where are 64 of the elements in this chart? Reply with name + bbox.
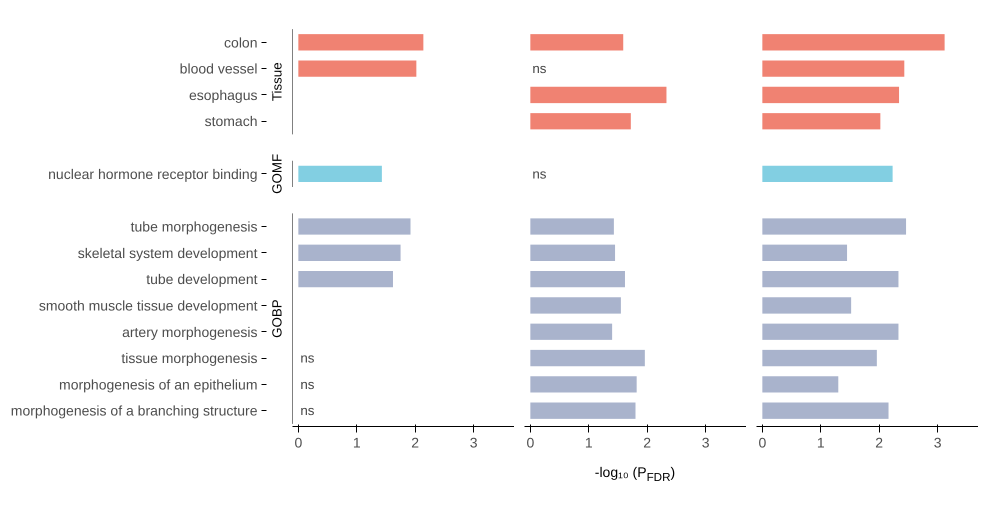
bar — [762, 218, 906, 235]
bar — [762, 166, 893, 182]
y-tick-label: nuclear hormone receptor binding — [48, 166, 258, 182]
bar — [298, 34, 424, 50]
bar — [530, 113, 631, 130]
bar — [530, 218, 614, 235]
x-tick-label: 3 — [702, 434, 710, 450]
bar — [530, 244, 616, 261]
bar — [530, 324, 612, 340]
bar — [762, 86, 900, 104]
bar — [298, 244, 401, 261]
x-tick-label: 2 — [643, 434, 652, 450]
bar — [762, 34, 945, 50]
bar — [298, 218, 411, 235]
bar — [762, 113, 880, 130]
y-tick-label: esophagus — [188, 86, 258, 103]
bar — [298, 270, 393, 288]
y-tick-label: tissue morphogenesis — [121, 350, 258, 366]
text: GOBP — [270, 299, 284, 338]
x-tick-label: 0 — [294, 434, 302, 450]
text: ns — [532, 61, 546, 76]
bar — [762, 350, 877, 366]
y-tick-label: colon — [224, 34, 258, 50]
bar — [530, 86, 666, 104]
bar — [762, 270, 898, 288]
y-tick-label: tube development — [146, 271, 258, 288]
y-tick-label: artery morphogenesis — [122, 324, 258, 340]
y-tick-label: blood vessel — [180, 60, 258, 77]
bar — [762, 376, 838, 393]
bar — [762, 60, 904, 77]
y-tick-label: stomach — [204, 113, 258, 130]
text: ns — [532, 166, 546, 182]
bar — [530, 350, 645, 366]
text: GOMF — [270, 154, 284, 194]
x-tick-label: 0 — [758, 434, 766, 450]
x-tick-label: 2 — [411, 434, 420, 450]
bar — [762, 324, 898, 340]
y-tick-label: morphogenesis of a branching structure — [10, 402, 258, 419]
bar — [298, 60, 416, 77]
bar — [298, 166, 382, 182]
y-tick-label: morphogenesis of an epithelium — [59, 376, 258, 392]
bar — [530, 376, 637, 393]
y-tick-label: smooth muscle tissue development — [38, 297, 258, 314]
x-tick-label: 3 — [934, 434, 942, 450]
x-axis-title: -log₁₀ (P$_{FDR}$) — [594, 463, 676, 486]
bar — [762, 402, 889, 419]
x-tick-label: 1 — [352, 434, 361, 450]
text: ns — [300, 350, 314, 366]
bar — [762, 297, 852, 314]
text: ns — [300, 403, 314, 418]
x-tick-label: 3 — [470, 434, 478, 450]
x-tick-label: 1 — [584, 434, 593, 450]
bar — [530, 34, 624, 50]
text: ns — [300, 376, 314, 392]
y-tick-label: tube morphogenesis — [130, 218, 258, 234]
bar — [530, 402, 636, 419]
y-tick-label: skeletal system development — [78, 244, 258, 261]
x-tick-label: 0 — [526, 434, 534, 450]
bar — [530, 297, 621, 314]
x-tick-label: 1 — [816, 434, 825, 450]
bar — [762, 244, 848, 261]
bar — [530, 270, 625, 288]
text: Tissue — [270, 62, 284, 102]
x-tick-label: 2 — [875, 434, 884, 450]
